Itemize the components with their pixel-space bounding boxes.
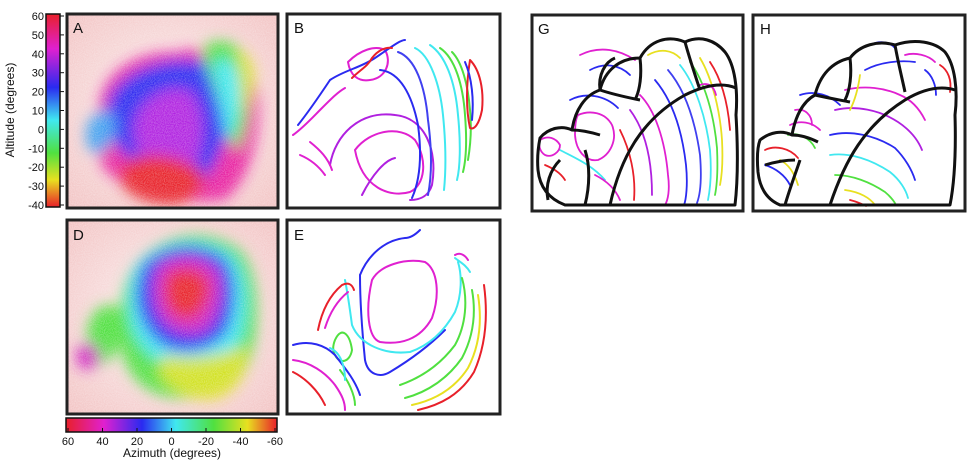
azimuth-tick-label: 0	[168, 436, 174, 448]
azimuth-tick-label: 60	[62, 436, 74, 448]
panel-g-area-borders	[536, 37, 739, 207]
altitude-tick-label: 50	[32, 30, 44, 42]
altitude-tick-label: 60	[32, 11, 44, 23]
panel-g-frame	[530, 13, 745, 213]
panel-g-letter: G	[538, 21, 550, 38]
panel-e-letter: E	[294, 227, 304, 244]
azimuth-tick-label: -60	[267, 436, 283, 448]
altitude-tick-label: 10	[32, 106, 44, 118]
panel-d-frame	[65, 218, 280, 416]
azimuth-tick-label: -40	[233, 436, 249, 448]
panel-e-frame	[285, 218, 502, 416]
azimuth-tick-label: -20	[198, 436, 214, 448]
altitude-tick-label: -40	[28, 200, 44, 212]
altitude-tick-label: 40	[32, 49, 44, 61]
altitude-tick-label: 0	[38, 124, 44, 136]
azimuth-axis-title: Azimuth (degrees)	[123, 446, 221, 460]
panel-d-map	[67, 220, 278, 414]
panel-h-area-borders	[755, 40, 958, 207]
panel-e-contours	[292, 229, 487, 411]
altitude-tick-label: -10	[28, 143, 44, 155]
panel-b-letter: B	[294, 20, 304, 37]
altitude-axis-title: Altitude (degrees)	[3, 63, 17, 158]
altitude-tick-label: -20	[28, 162, 44, 174]
altitude-tick-label: -30	[28, 181, 44, 193]
altitude-gradient	[45, 13, 61, 208]
azimuth-tick-label: 40	[96, 436, 108, 448]
panel-d: D	[65, 218, 280, 416]
panel-b: B	[285, 12, 502, 210]
panel-a-letter: A	[73, 20, 83, 37]
panel-h: H	[751, 13, 967, 213]
panel-d-letter: D	[73, 227, 84, 244]
panel-g: G	[530, 13, 745, 213]
panel-h-letter: H	[760, 21, 771, 38]
panel-a-map	[67, 14, 278, 208]
panel-e: E	[285, 218, 502, 416]
azimuth-colorbar: 60 40 20 0 -20 -40 -60 Azimuth (degrees)	[62, 417, 283, 460]
altitude-tick-label: 20	[32, 87, 44, 99]
panel-b-contours	[292, 39, 484, 201]
altitude-colorbar: 60 50 40 30 20 10 0 -10 -20 -30 -40 Altitude (degr…	[3, 11, 64, 212]
panel-a: A	[65, 12, 280, 210]
panel-a-frame	[65, 12, 280, 210]
altitude-tick-label: 30	[32, 68, 44, 80]
panel-g-contours	[538, 48, 731, 206]
azimuth-tick-label: 20	[131, 436, 143, 448]
